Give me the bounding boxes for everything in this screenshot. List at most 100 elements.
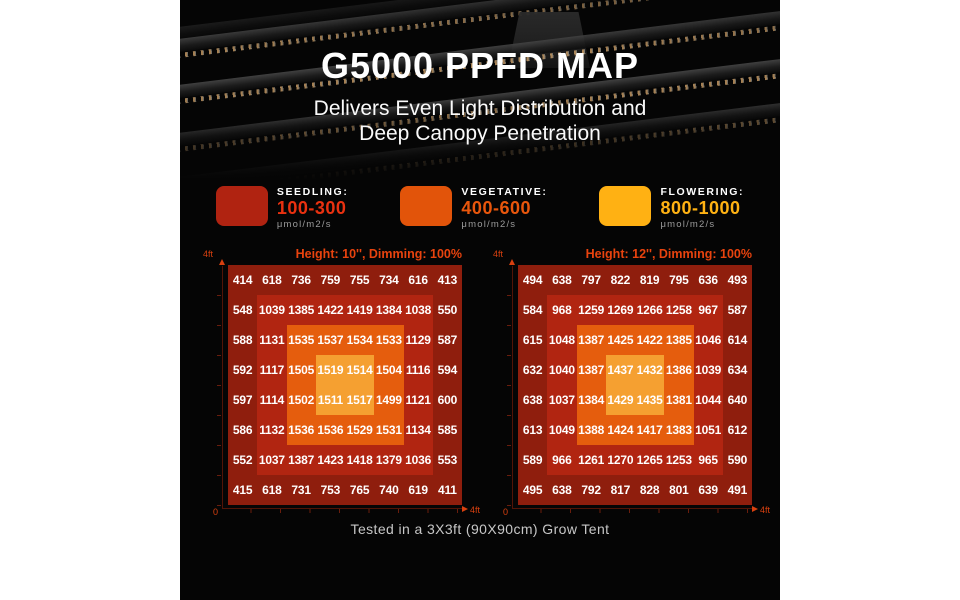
ppfd-cell: 612 [727, 423, 748, 437]
ppfd-cell: 1435 [636, 393, 663, 407]
flowering-swatch [599, 186, 652, 226]
ppfd-cell: 1537 [317, 333, 344, 347]
axis-arrow-right-icon [752, 506, 758, 512]
subtitle-line-1: Delivers Even Light Distribution and [313, 97, 647, 120]
ppfd-cell: 640 [727, 393, 748, 407]
ppfd-cell: 968 [552, 303, 572, 317]
ppfd-cell: 1129 [405, 333, 431, 347]
ppfd-cell: 966 [552, 453, 572, 467]
ppfd-cell: 615 [522, 333, 543, 347]
ppfd-cell: 1535 [288, 333, 315, 347]
grow-light-photo [180, 0, 780, 185]
ppfd-cell: 550 [437, 303, 458, 317]
ppfd-cell: 819 [639, 273, 660, 287]
ppfd-cell: 822 [610, 273, 631, 287]
ppfd-cell: 1116 [405, 363, 431, 377]
ppfd-cell: 597 [232, 393, 253, 407]
ppfd-cell: 585 [437, 423, 458, 437]
ppfd-cell: 1504 [375, 363, 402, 377]
ppfd-cell: 740 [379, 483, 399, 497]
ppfd-cell: 1131 [259, 333, 285, 347]
ppfd-cell: 548 [232, 303, 253, 317]
ppfd-cell: 755 [349, 273, 370, 287]
footer-caption: Tested in a 3X3ft (90X90cm) Grow Tent [350, 521, 610, 537]
ppfd-cell: 795 [669, 273, 689, 287]
ppfd-cell: 1039 [695, 363, 722, 377]
ppfd-cell: 1117 [259, 363, 285, 377]
axis-arrow-up-icon [219, 259, 225, 265]
ppfd-cell: 1265 [636, 453, 663, 467]
ppfd-cell: 1425 [607, 333, 634, 347]
ppfd-cell: 619 [408, 483, 428, 497]
x-axis [222, 508, 462, 514]
ppfd-cell: 1046 [695, 333, 722, 347]
ppfd-cell: 817 [610, 483, 631, 497]
ppfd-cell: 1259 [578, 303, 605, 317]
ppfd-cell: 1121 [405, 393, 431, 407]
chart-header: Height: 12'', Dimming: 100% [585, 247, 752, 261]
ppfd-cell: 1044 [695, 393, 722, 407]
chart-header: Height: 10'', Dimming: 100% [295, 247, 462, 261]
seedling-swatch [215, 186, 268, 226]
ppfd-grid: 494 638 797 822 819 795 636 493 584 968 1259 1269 12… [518, 265, 752, 505]
ppfd-cell: 1269 [607, 303, 634, 317]
ppfd-cell: 1114 [259, 393, 285, 407]
ppfd-cell: 589 [522, 453, 543, 467]
ppfd-cell: 792 [581, 483, 601, 497]
page-subtitle: Delivers Even Light Distribution and Dee… [180, 96, 780, 146]
ppfd-cell: 1423 [317, 453, 344, 467]
x-axis-origin-label: 0 [503, 507, 509, 517]
heatmap-area: 414 618 736 759 755 734 616 413 548 1039 1385 1422 1… [228, 265, 462, 505]
legend-range: 100-300 [276, 198, 347, 218]
y-axis-max-label: 4ft [203, 249, 214, 259]
legend-unit: μmol/m2/s [461, 219, 517, 230]
legend-range: 400-600 [461, 198, 531, 218]
ppfd-cell: 1424 [607, 423, 634, 437]
ppfd-cell: 1385 [665, 333, 692, 347]
ppfd-cell: 1419 [346, 303, 373, 317]
ppfd-cell: 1387 [578, 333, 605, 347]
ppfd-cell: 634 [727, 363, 748, 377]
y-axis [507, 266, 513, 508]
ppfd-cell: 1258 [665, 303, 692, 317]
legend-range: 800-1000 [660, 198, 741, 218]
ppfd-cell: 495 [522, 483, 543, 497]
x-axis-max-label: 4ft [470, 505, 481, 515]
ppfd-cell: 584 [522, 303, 543, 317]
y-axis-max-label: 4ft [493, 249, 504, 259]
ppfd-cell: 1534 [346, 333, 373, 347]
ppfd-cell: 1038 [405, 303, 432, 317]
legend-item-flowering: FLOWERING: 800-1000 μmol/m2/s [599, 186, 744, 230]
ppfd-cell: 411 [437, 483, 457, 497]
ppfd-cell: 618 [262, 483, 282, 497]
ppfd-cell: 1387 [288, 453, 315, 467]
x-axis-origin-label: 0 [213, 507, 219, 517]
ppfd-cell: 1253 [665, 453, 692, 467]
ppfd-cell: 1384 [375, 303, 402, 317]
legend-unit: μmol/m2/s [276, 219, 332, 230]
legend-item-vegetative: VEGETATIVE: 400-600 μmol/m2/s [400, 186, 547, 230]
ppfd-cell: 1499 [375, 393, 402, 407]
ppfd-cell: 1519 [317, 363, 344, 377]
ppfd-cell: 1037 [258, 453, 285, 467]
heatmap-area: 494 638 797 822 819 795 636 493 584 968 1259 1269 12… [518, 265, 752, 505]
ppfd-cell: 1502 [288, 393, 315, 407]
ppfd-cell: 616 [408, 273, 428, 287]
ppfd-cell: 587 [727, 303, 748, 317]
ppfd-cell: 638 [552, 483, 572, 497]
ppfd-cell: 1048 [548, 333, 575, 347]
ppfd-cell: 1432 [636, 363, 663, 377]
ppfd-cell: 586 [232, 423, 253, 437]
ppfd-cell: 493 [727, 273, 748, 287]
ppfd-cell: 1383 [665, 423, 692, 437]
ppfd-cell: 587 [437, 333, 458, 347]
ppfd-cell: 594 [437, 363, 458, 377]
ppfd-cell: 600 [437, 393, 458, 407]
legend-item-seedling: SEEDLING: 100-300 μmol/m2/s [215, 186, 349, 230]
ppfd-cell: 1437 [607, 363, 634, 377]
ppfd-cell: 1040 [548, 363, 575, 377]
ppfd-cell: 828 [639, 483, 660, 497]
ppfd-cell: 801 [669, 483, 689, 497]
ppfd-cell: 759 [320, 273, 341, 287]
ppfd-cell: 1533 [375, 333, 402, 347]
